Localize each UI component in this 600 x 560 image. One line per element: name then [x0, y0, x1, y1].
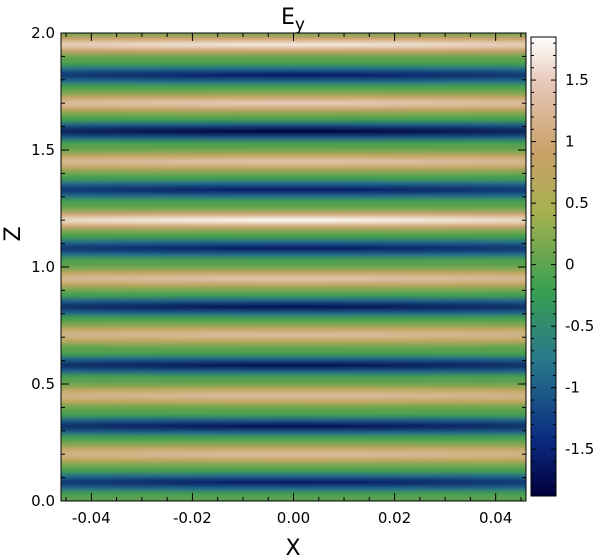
y-tick-label: 1.0 [31, 258, 55, 276]
heatmap-stripe [61, 175, 526, 205]
y-axis-label: Z [1, 226, 26, 241]
x-tick-label: -0.04 [72, 509, 111, 527]
heatmap-stripe [61, 264, 526, 294]
x-tick-label: 0.04 [479, 509, 512, 527]
heatmap-stripe [61, 411, 526, 441]
title-subscript: y [295, 15, 305, 35]
chart-title: Ey [281, 5, 305, 35]
heatmap-stripe [61, 116, 526, 146]
heatmap-stripe [61, 147, 526, 177]
heatmap-stripe [61, 467, 526, 497]
heatmap-stripe [61, 292, 526, 322]
heatmap-stripe [61, 439, 526, 469]
colorbar-tick-label: 1 [565, 133, 575, 151]
axis-ticks: -0.04 -0.02 0.00 0.02 0.04 0.0 0.5 1.0 1.5 2.0 [31, 24, 526, 527]
heatmap-stripe [61, 205, 526, 235]
x-axis-label: X [285, 536, 300, 560]
heatmap-stripe [61, 381, 526, 411]
y-tick-label: 1.5 [31, 141, 55, 159]
heatmap-stripe [61, 320, 526, 350]
colorbar-tick-label: -0.5 [565, 317, 594, 335]
colorbar-tick-label: -1.5 [565, 440, 594, 458]
heatmap-stripe [61, 60, 526, 90]
x-tick-label: 0.00 [277, 509, 310, 527]
colorbar-tick-label: -1 [565, 379, 580, 397]
y-tick-label: 0.5 [31, 375, 55, 393]
x-tick-label: -0.02 [173, 509, 212, 527]
title-main: E [281, 5, 295, 30]
colorbar [530, 36, 557, 497]
x-tick-label: 0.02 [378, 509, 411, 527]
y-tick-label: 2.0 [31, 24, 55, 42]
heatmap-stripe [61, 88, 526, 118]
heatmap-stripe [61, 350, 526, 380]
heatmap-stripe [61, 33, 526, 60]
heatmap-stripe [61, 233, 526, 263]
colorbar-ticks: -1.5 -1 -0.5 0 0.5 1 1.5 [531, 42, 594, 487]
heatmap-stripes [61, 33, 526, 497]
colorbar-tick-label: 1.5 [565, 71, 589, 89]
colorbar-tick-label: 0.5 [565, 194, 589, 212]
y-tick-label: 0.0 [31, 492, 55, 510]
colorbar-tick-label: 0 [565, 256, 575, 274]
